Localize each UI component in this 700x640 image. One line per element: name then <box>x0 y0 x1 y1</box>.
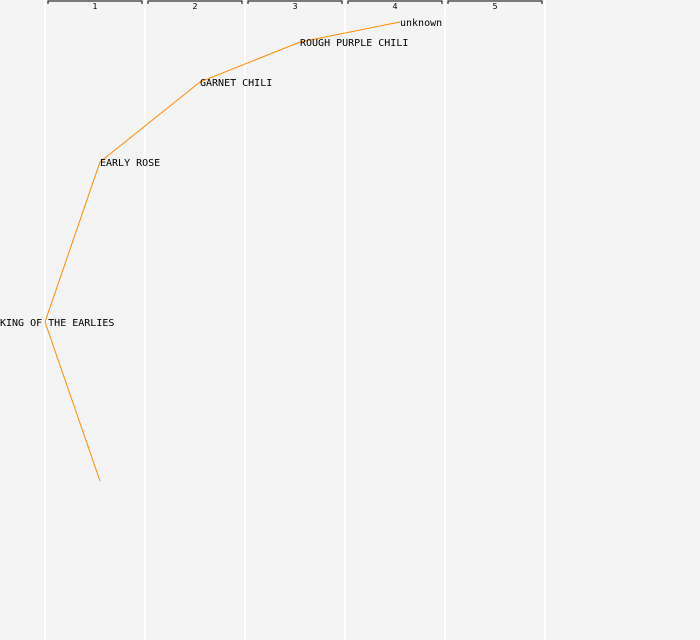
pedigree-edge <box>44 321 101 482</box>
generation-bracket <box>347 0 443 4</box>
pedigree-edges <box>44 21 401 482</box>
pedigree-node-label[interactable]: EARLY ROSE <box>100 158 160 169</box>
generation-dividers <box>44 0 546 640</box>
generation-number: 4 <box>392 2 397 11</box>
generation-headers: 1 2 3 4 5 <box>47 0 543 11</box>
generation-bracket <box>47 0 143 4</box>
generation-number: 1 <box>92 2 97 11</box>
generation-number: 2 <box>192 2 197 11</box>
pedigree-node-label[interactable]: unknown <box>400 18 442 29</box>
generation-bracket <box>147 0 243 4</box>
pedigree-node-label[interactable]: GARNET CHILI <box>200 78 272 89</box>
pedigree-nodes: KING OF THE EARLIES EARLY ROSE GARNET CHIL… <box>0 18 442 329</box>
pedigree-node-label[interactable]: KING OF THE EARLIES <box>0 318 114 329</box>
pedigree-node-label[interactable]: ROUGH PURPLE CHILI <box>300 38 408 49</box>
pedigree-edge <box>99 81 201 163</box>
generation-number: 3 <box>292 2 297 11</box>
pedigree-edge <box>44 161 101 323</box>
pedigree-edge <box>199 41 301 83</box>
generation-bracket <box>247 0 343 4</box>
generation-number: 5 <box>492 2 497 11</box>
pedigree-edge <box>299 21 401 43</box>
generation-bracket <box>447 0 543 4</box>
